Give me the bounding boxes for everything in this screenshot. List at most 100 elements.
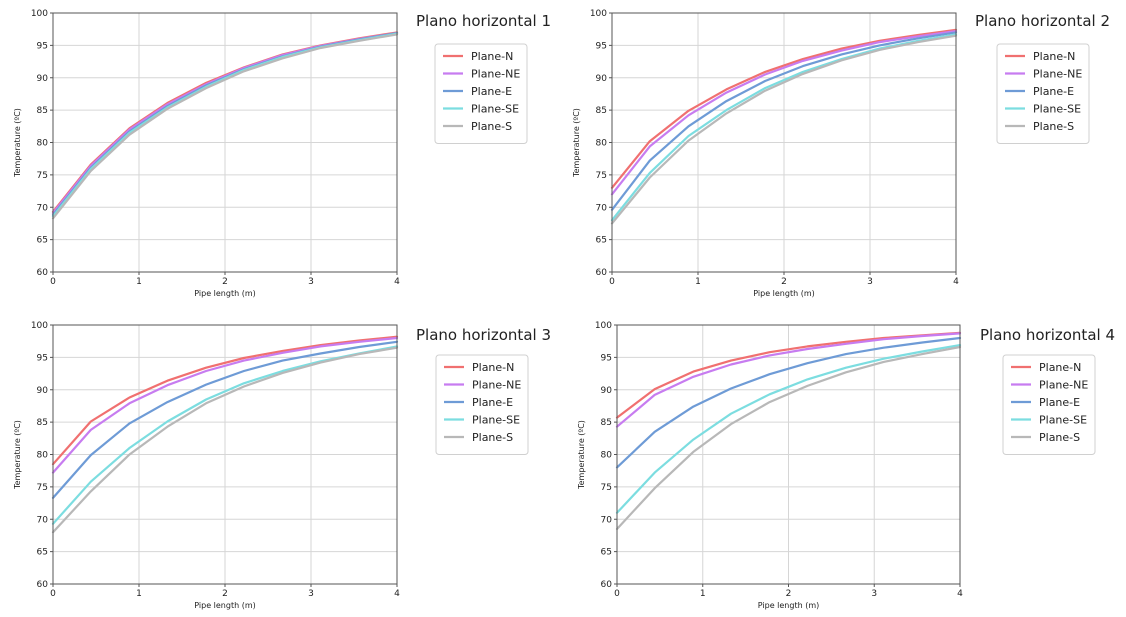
x-axis-label: Pipe length (m) <box>194 289 256 298</box>
legend-entry-plane-ne: Plane-NE <box>1039 379 1088 392</box>
legend-entry-plane-n: Plane-N <box>1039 361 1081 374</box>
y-tick-label: 90 <box>37 74 49 84</box>
y-axis-label: Temperature (ºC) <box>572 108 581 178</box>
y-tick-label: 60 <box>601 580 613 590</box>
chart-title: Plano horizontal 4 <box>980 326 1115 344</box>
legend-entry-plane-ne: Plane-NE <box>472 379 521 392</box>
legend-entry-plane-se: Plane-SE <box>471 103 519 116</box>
x-tick-label: 3 <box>871 589 877 599</box>
x-tick-label: 4 <box>953 277 959 287</box>
series-line-plane-ne <box>51 336 399 474</box>
y-tick-label: 95 <box>596 41 607 51</box>
legend-entry-plane-n: Plane-N <box>1033 50 1075 63</box>
y-tick-label: 65 <box>596 236 607 246</box>
series-line-plane-s <box>51 346 399 534</box>
legend-entry-plane-s: Plane-S <box>471 120 512 133</box>
series-line-plane-ne <box>610 30 958 196</box>
x-tick-label: 2 <box>781 277 787 287</box>
legend: Plane-N Plane-NE Plane-E Plane-SE Plane-S <box>434 43 528 144</box>
x-tick-label: 3 <box>308 277 314 287</box>
y-tick-label: 60 <box>37 580 49 590</box>
y-tick-label: 60 <box>596 268 608 278</box>
y-tick-label: 60 <box>37 268 49 278</box>
legend-entry-plane-ne: Plane-NE <box>1033 68 1082 81</box>
x-tick-label: 0 <box>50 277 56 287</box>
y-tick-label: 70 <box>601 515 613 525</box>
legend-entry-plane-s: Plane-S <box>1039 431 1080 444</box>
legend-entry-plane-n: Plane-N <box>472 361 514 374</box>
legend: Plane-N Plane-NE Plane-E Plane-SE Plane-S <box>1002 354 1096 455</box>
legend: Plane-N Plane-NE Plane-E Plane-SE Plane-S <box>996 43 1090 144</box>
chart-title: Plano horizontal 3 <box>416 326 551 344</box>
x-tick-label: 4 <box>957 589 963 599</box>
series-line-plane-e <box>615 336 962 469</box>
y-axis-label: Temperature (ºC) <box>13 108 22 178</box>
x-axis-label: Pipe length (m) <box>753 289 815 298</box>
series-line-plane-s <box>610 34 958 225</box>
legend-entry-plane-s: Plane-S <box>1033 120 1074 133</box>
legend-entry-plane-s: Plane-S <box>472 431 513 444</box>
y-tick-label: 75 <box>596 171 607 181</box>
x-tick-label: 1 <box>136 589 142 599</box>
y-tick-label: 65 <box>37 236 48 246</box>
series-line-plane-se <box>610 33 958 222</box>
y-axis-label: Temperature (ºC) <box>13 420 22 490</box>
chart-panel-4: 0 1 2 3 4 60 65 70 75 80 85 90 95 100 Pipe length (m) T… <box>577 321 1115 610</box>
x-tick-label: 1 <box>136 277 142 287</box>
x-tick-label: 0 <box>614 589 620 599</box>
legend-entry-plane-e: Plane-E <box>472 396 513 409</box>
x-tick-label: 0 <box>50 589 56 599</box>
series-line-plane-e <box>51 340 399 499</box>
y-tick-label: 100 <box>595 321 612 331</box>
legend-entry-plane-n: Plane-N <box>471 50 513 63</box>
y-tick-label: 80 <box>596 139 608 149</box>
legend-box <box>1002 354 1096 455</box>
x-tick-label: 2 <box>222 589 228 599</box>
legend-entry-plane-se: Plane-SE <box>1039 414 1087 427</box>
y-tick-label: 95 <box>37 353 48 363</box>
series-line-plane-n <box>51 335 399 466</box>
y-tick-label: 100 <box>31 321 48 331</box>
x-tick-label: 1 <box>695 277 701 287</box>
y-tick-label: 90 <box>37 386 49 396</box>
legend-entry-plane-e: Plane-E <box>471 85 512 98</box>
chart-panel-2: 0 1 2 3 4 60 65 70 75 80 85 90 95 100 Pipe length (m) T… <box>572 9 1110 298</box>
y-tick-label: 70 <box>37 203 49 213</box>
series-line-plane-n <box>610 28 958 189</box>
x-tick-label: 2 <box>222 277 228 287</box>
y-tick-label: 70 <box>596 203 608 213</box>
legend-box <box>434 43 528 144</box>
x-tick-label: 4 <box>394 277 400 287</box>
legend-entry-plane-e: Plane-E <box>1033 85 1074 98</box>
y-tick-label: 85 <box>596 106 607 116</box>
legend-box <box>996 43 1090 144</box>
y-tick-label: 75 <box>601 483 612 493</box>
x-tick-label: 1 <box>700 589 706 599</box>
y-tick-label: 85 <box>37 106 48 116</box>
chart-title: Plano horizontal 1 <box>416 12 551 30</box>
series-line-plane-se <box>615 344 962 514</box>
y-tick-label: 65 <box>37 548 48 558</box>
y-tick-label: 80 <box>601 451 613 461</box>
series-line-plane-ne <box>615 332 962 428</box>
chart-panel-3: 0 1 2 3 4 60 65 70 75 80 85 90 95 100 Pipe length (m) T… <box>13 321 551 610</box>
legend-entry-plane-se: Plane-SE <box>472 414 520 427</box>
x-axis-label: Pipe length (m) <box>758 601 820 610</box>
legend-box <box>435 354 529 455</box>
y-tick-label: 100 <box>590 9 607 19</box>
series-line-plane-s <box>51 33 399 220</box>
legend: Plane-N Plane-NE Plane-E Plane-SE Plane-S <box>435 354 529 455</box>
y-tick-label: 100 <box>31 9 48 19</box>
x-tick-label: 4 <box>394 589 400 599</box>
x-tick-label: 3 <box>867 277 873 287</box>
y-tick-label: 80 <box>37 451 49 461</box>
y-tick-label: 85 <box>601 418 612 428</box>
x-tick-label: 2 <box>786 589 792 599</box>
x-tick-label: 3 <box>308 589 314 599</box>
x-tick-label: 0 <box>609 277 615 287</box>
legend-entry-plane-e: Plane-E <box>1039 396 1080 409</box>
legend-entry-plane-se: Plane-SE <box>1033 103 1081 116</box>
y-tick-label: 85 <box>37 418 48 428</box>
